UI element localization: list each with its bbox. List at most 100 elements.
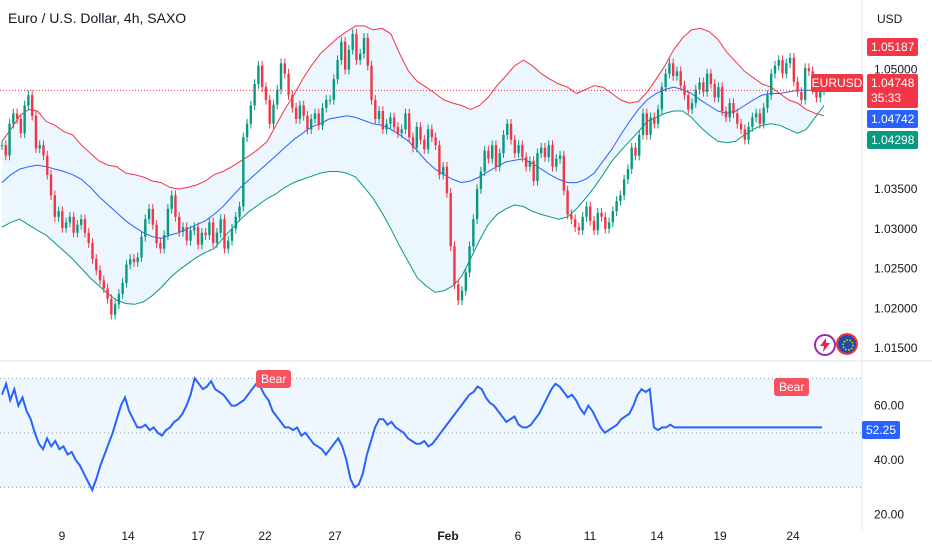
lightning-icon[interactable] <box>814 334 836 356</box>
price-tick-label: 1.02000 <box>874 301 918 315</box>
price-tick-label: 1.02500 <box>874 262 918 276</box>
candle-body <box>803 68 807 100</box>
candle-body <box>528 161 532 167</box>
candle-body <box>720 87 724 112</box>
candle-body <box>445 166 449 193</box>
candle-body <box>653 117 656 124</box>
currency-label[interactable]: USD <box>877 12 903 26</box>
candle-body <box>513 139 517 154</box>
candle-body <box>698 82 701 90</box>
candle-body <box>57 211 60 217</box>
eu-flag-icon[interactable] <box>836 333 858 355</box>
candle-body <box>381 111 385 130</box>
candle-body <box>249 105 253 124</box>
candle-body <box>796 81 799 92</box>
candle-body <box>468 246 471 273</box>
candle-body <box>234 216 237 229</box>
candle-body <box>743 129 747 140</box>
candle-body <box>619 195 622 201</box>
candle-body <box>785 63 788 74</box>
candle-body <box>460 290 464 301</box>
candle-body <box>23 105 26 134</box>
price-tick-label: 1.03500 <box>874 182 918 196</box>
rsi-band-fill <box>0 378 862 488</box>
candle-body <box>494 145 498 167</box>
symbol-label: EURUSD <box>811 74 863 92</box>
candle-body <box>19 118 23 134</box>
candle-body <box>687 95 690 110</box>
candle-body <box>585 206 588 217</box>
candle-body <box>30 95 34 116</box>
candle-body <box>366 37 369 66</box>
candle-body <box>426 129 430 150</box>
candle-body <box>317 113 320 126</box>
bb-lower-line <box>1 105 825 305</box>
candle-body <box>253 83 256 106</box>
time-tick-label: 19 <box>713 529 727 543</box>
price-tick-label: 1.01500 <box>874 341 918 355</box>
candle-body <box>129 258 132 265</box>
candle-body <box>570 214 573 220</box>
candle-body <box>702 82 705 92</box>
candle-body <box>147 208 151 220</box>
candle-body <box>487 150 490 159</box>
candle-body <box>562 155 566 191</box>
candle-body <box>189 230 192 241</box>
price-tick-label: 1.03000 <box>874 222 918 236</box>
candle-body <box>155 224 158 244</box>
candle-body <box>815 89 818 98</box>
candle-body <box>472 219 475 247</box>
candle-body <box>524 157 528 167</box>
candle-body <box>415 126 418 148</box>
bb-basis-price-label: 1.04742 <box>867 110 919 128</box>
candle-body <box>615 200 618 212</box>
candle-body <box>453 246 456 285</box>
candle-body <box>166 208 170 236</box>
candle-body <box>475 188 479 220</box>
candle-body <box>351 33 354 50</box>
candle-body <box>374 99 377 119</box>
candle-body <box>268 99 271 124</box>
candle-body <box>110 298 113 315</box>
candle-body <box>543 147 547 158</box>
candle-body <box>479 171 483 189</box>
candle-body <box>306 115 309 130</box>
candle-body <box>705 73 709 92</box>
candle-body <box>592 220 596 231</box>
candle-body <box>709 73 713 84</box>
candle-body <box>751 117 754 127</box>
candle-body <box>53 195 56 217</box>
bear-badge: Bear <box>256 370 292 388</box>
candle-body <box>419 126 422 140</box>
candle-body <box>781 60 784 74</box>
candle-body <box>589 206 592 221</box>
candle-body <box>370 65 373 100</box>
candle-body <box>694 89 697 104</box>
candle-body <box>215 232 219 244</box>
candle-body <box>125 264 128 283</box>
candle-body <box>724 111 728 118</box>
time-tick-label: 22 <box>258 529 272 543</box>
candle-body <box>227 240 230 249</box>
candle-body <box>404 113 407 130</box>
time-tick-label: 24 <box>786 529 800 543</box>
candle-body <box>490 145 494 159</box>
rsi-value-label: 52.25 <box>862 421 901 439</box>
last-price-label: 1.04748 35:33 <box>867 74 919 108</box>
candle-body <box>287 73 290 96</box>
candle-body <box>622 179 626 196</box>
candle-body <box>136 257 139 263</box>
candle-body <box>355 33 358 61</box>
candle-body <box>807 68 811 72</box>
bb-lower-price-label: 1.04298 <box>867 131 919 149</box>
candle-body <box>72 216 75 233</box>
candle-body <box>117 293 121 305</box>
candle-body <box>162 235 166 249</box>
candle-body <box>728 103 731 118</box>
candle-body <box>457 284 460 301</box>
candle-body <box>181 227 185 232</box>
bear-badge: Bear <box>774 378 810 396</box>
candle-body <box>309 118 313 130</box>
candle-body <box>193 227 196 231</box>
